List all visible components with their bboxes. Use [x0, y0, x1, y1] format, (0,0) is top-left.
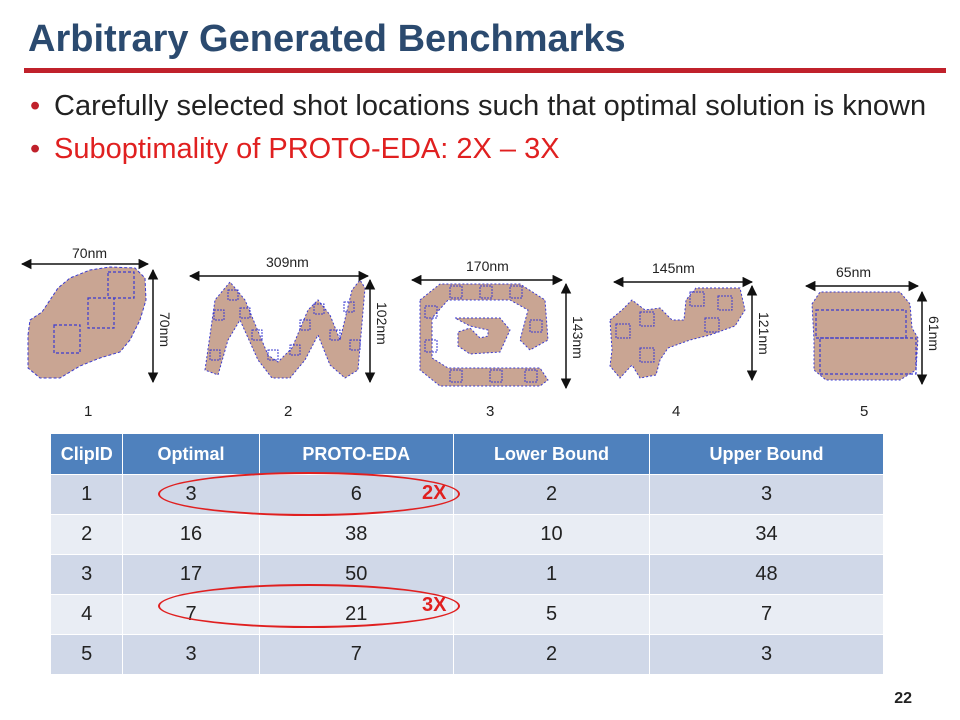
- col-proto-eda: PROTO-EDA: [259, 434, 455, 475]
- bullet-2: Suboptimality of PROTO-EDA: 2X – 3X: [30, 133, 930, 166]
- cell: 2: [453, 474, 651, 515]
- cell: 5: [51, 634, 124, 674]
- col-clipid: ClipID: [51, 434, 124, 475]
- col-optimal: Optimal: [122, 434, 260, 475]
- cell: 4: [51, 594, 124, 635]
- cell: 2: [51, 514, 124, 555]
- table-row: 4 7 21 5 7: [51, 594, 884, 635]
- clip-5-shape: [811, 291, 919, 381]
- bullet-list: Carefully selected shot locations such t…: [30, 90, 930, 176]
- clip-3-width: 170nm: [466, 258, 509, 274]
- clip-5-height: 61nm: [926, 316, 942, 351]
- page-number: 22: [894, 690, 912, 707]
- col-lower-bound: Lower Bound: [453, 434, 651, 475]
- cell: 38: [259, 514, 455, 555]
- cell: 7: [649, 594, 884, 635]
- benchmark-table: ClipID Optimal PROTO-EDA Lower Bound Upp…: [51, 434, 884, 674]
- clip-1-label: 1: [84, 403, 92, 420]
- cell: 7: [259, 634, 455, 674]
- cell: 48: [649, 554, 884, 595]
- bullet-1: Carefully selected shot locations such t…: [30, 90, 930, 123]
- clip-1-shape: [27, 266, 147, 379]
- ratio-label-2x: 2X: [422, 482, 447, 504]
- cell: 34: [649, 514, 884, 555]
- cell: 2: [453, 634, 651, 674]
- clip-2-label: 2: [284, 403, 292, 420]
- clip-4-shape: [609, 287, 746, 379]
- table-row: 5 3 7 2 3: [51, 634, 884, 674]
- clip-1-width: 70nm: [72, 245, 107, 261]
- clip-2-shape: [204, 279, 366, 379]
- clip-4-label: 4: [672, 403, 680, 420]
- table-row: 3 17 50 1 48: [51, 554, 884, 595]
- cell: 5: [453, 594, 651, 635]
- clip-2-height: 102nm: [374, 302, 390, 345]
- cell: 3: [649, 634, 884, 674]
- cell: 10: [453, 514, 651, 555]
- highlight-ellipse-row4: [158, 584, 460, 628]
- cell: 1: [453, 554, 651, 595]
- table-header-row: ClipID Optimal PROTO-EDA Lower Bound Upp…: [51, 434, 884, 475]
- clip-3-height: 143nm: [570, 316, 586, 359]
- clip-3-shape: [419, 283, 549, 387]
- cell: 3: [51, 554, 124, 595]
- cell: 3: [649, 474, 884, 515]
- clip-1-height: 70nm: [157, 312, 173, 347]
- clip-3-label: 3: [486, 403, 494, 420]
- clip-4-width: 145nm: [652, 260, 695, 276]
- cell: 3: [122, 634, 260, 674]
- clip-5-width: 65nm: [836, 264, 871, 280]
- clip-4-height: 121nm: [756, 312, 772, 355]
- table-row: 2 16 38 10 34: [51, 514, 884, 555]
- cell: 1: [51, 474, 124, 515]
- col-upper-bound: Upper Bound: [649, 434, 884, 475]
- cell: 16: [122, 514, 260, 555]
- clip-5-label: 5: [860, 403, 868, 420]
- highlight-ellipse-row1: [158, 472, 460, 516]
- clip-2-width: 309nm: [266, 254, 309, 270]
- ratio-label-3x: 3X: [422, 594, 447, 616]
- slide-title: Arbitrary Generated Benchmarks: [28, 18, 626, 60]
- benchmark-clips-figure: 70nm 70nm 1 309nm 102nm 2 170nm 143nm 3 …: [20, 245, 942, 420]
- title-divider: [24, 68, 946, 73]
